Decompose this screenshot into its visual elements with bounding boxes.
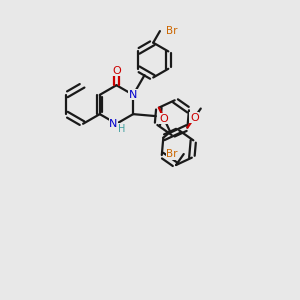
Text: N: N — [129, 90, 137, 100]
Text: H: H — [118, 124, 125, 134]
Text: N: N — [109, 119, 117, 129]
Text: O: O — [190, 113, 199, 123]
Text: Br: Br — [166, 26, 177, 36]
Text: Br: Br — [166, 149, 178, 159]
Text: O: O — [112, 65, 121, 76]
Text: O: O — [160, 114, 168, 124]
